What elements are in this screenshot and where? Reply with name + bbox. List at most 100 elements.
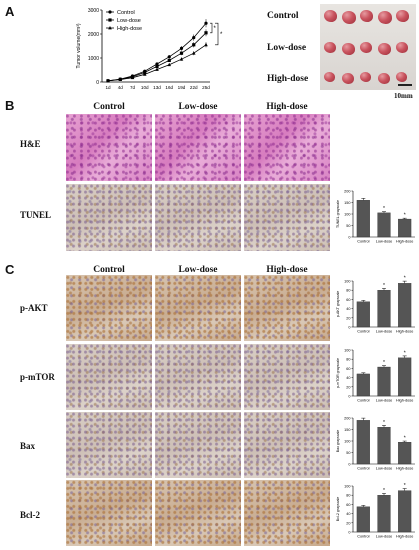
growth-legend-label: Control — [117, 10, 135, 16]
bar-y-axis-title: Bax grayscale — [336, 430, 340, 453]
tumor-specimen — [396, 42, 408, 53]
p-mtor-bar-chart: 0 20 40 60 80 100 p-mTOR grayscale Control * Low-… — [336, 349, 415, 403]
growth-point — [192, 43, 196, 47]
bar-category-label: Low-dose — [376, 535, 392, 539]
bar — [398, 490, 412, 533]
growth-point — [167, 62, 172, 67]
tumor-photo-panel: Control Low-dose High-dose 10mm — [262, 4, 418, 102]
bar-y-axis-title: p-AKT grayscale — [336, 291, 340, 318]
bar-category-label: Low-dose — [376, 399, 392, 403]
c-row-p-akt: p-AKT — [20, 303, 48, 313]
bar-y-tick-label: 20 — [346, 385, 350, 389]
bar-y-axis-title: p-mTOR grayscale — [336, 358, 340, 388]
tumor-specimen — [342, 73, 354, 84]
bar-category-label: Control — [357, 535, 369, 539]
tumor-specimen — [396, 10, 409, 22]
bar-y-tick-label: 0 — [348, 236, 350, 240]
bar-y-tick-label: 60 — [346, 503, 350, 507]
c-col-control: Control — [93, 265, 125, 275]
tumor-row-label-low-dose: Low-dose — [267, 43, 307, 53]
tumor-row-label-control: Control — [267, 11, 299, 21]
bar-significance-star: * — [383, 283, 385, 289]
growth-x-tick-label: 22d — [190, 85, 198, 90]
bax-bar-chart: 0 50 100 150 200 Bax grayscale Control * Low-dos… — [336, 417, 415, 471]
scale-bar-label: 10mm — [394, 92, 413, 100]
bar-y-tick-label: 100 — [344, 485, 350, 489]
bar-category-label: High-dose — [396, 330, 413, 334]
bar-y-tick-label: 100 — [344, 213, 350, 217]
p-akt-image-high-dose — [244, 275, 330, 341]
growth-y-tick-label: 1000 — [88, 56, 99, 62]
tumor-specimen — [342, 43, 355, 55]
bar-category-label: High-dose — [396, 535, 413, 539]
bar-y-tick-label: 150 — [344, 428, 350, 432]
growth-y-tick-label: 2000 — [88, 32, 99, 38]
growth-point — [204, 21, 208, 25]
bar-y-tick-label: 80 — [346, 289, 350, 293]
growth-point — [179, 46, 184, 51]
tunel-bar-chart: 0 50 100 150 200 TUNEL grayscale Control * Low-d… — [336, 190, 415, 244]
c-row-p-mtor: p-mTOR — [20, 372, 55, 382]
tumor-specimen — [360, 72, 371, 82]
tunel-image-control — [66, 184, 152, 251]
growth-legend-label: Low-dose — [117, 18, 141, 24]
p-akt-bar-chart: 0 20 40 60 80 100 p-AKT grayscale Control * Low-d… — [336, 276, 415, 334]
bar — [398, 283, 412, 328]
bar — [356, 301, 370, 328]
he-image-low-dose — [155, 114, 241, 181]
growth-legend-marker — [108, 18, 112, 22]
bar-category-label: High-dose — [396, 240, 413, 244]
b-col-control: Control — [93, 102, 125, 112]
bar-y-tick-label: 0 — [348, 531, 350, 535]
tumor-photograph — [320, 4, 416, 90]
growth-point — [118, 77, 123, 81]
bar-y-tick-label: 40 — [346, 376, 350, 380]
tumor-specimen — [342, 11, 356, 24]
growth-y-tick-label: 3000 — [88, 8, 99, 14]
p-akt-image-control — [66, 275, 152, 341]
bax-image-low-dose — [155, 412, 241, 478]
growth-point — [191, 51, 196, 55]
growth-y-tick-label: 0 — [96, 80, 99, 86]
bar — [398, 218, 412, 238]
bar-category-label: Low-dose — [376, 330, 392, 334]
bar — [377, 366, 391, 397]
tunel-image-high-dose — [244, 184, 330, 251]
growth-x-tick-label: 25d — [202, 85, 210, 90]
bar — [377, 290, 391, 328]
bar-y-tick-label: 40 — [346, 307, 350, 311]
bar — [398, 357, 412, 397]
bar-significance-star: * — [383, 420, 385, 426]
bar — [356, 373, 370, 397]
bar — [377, 212, 391, 238]
bcl-2-bar-chart: 0 20 40 60 80 100 Bcl-2 grayscale Control * Low-d… — [336, 483, 415, 539]
bar-y-tick-label: 200 — [344, 417, 350, 421]
b-col-low-dose: Low-dose — [178, 102, 218, 112]
bar — [377, 495, 391, 533]
growth-x-tick-label: 19d — [178, 85, 186, 90]
bar-category-label: High-dose — [396, 467, 413, 471]
bax-image-control — [66, 412, 152, 478]
bar-y-tick-label: 100 — [344, 440, 350, 444]
bar-significance-star: * — [404, 350, 406, 356]
tumor-growth-chart: 0 1000 2000 3000 1d 4d 7d 10d 13d 16d 19d 22d 25d Tum… — [76, 8, 223, 90]
growth-point — [155, 67, 159, 71]
tumor-specimen — [360, 42, 372, 53]
tumor-specimen — [324, 72, 335, 82]
bar-y-tick-label: 50 — [346, 224, 350, 228]
bar-significance-star: * — [404, 483, 406, 489]
b-row-he: H&E — [20, 139, 41, 149]
growth-legend-marker — [108, 26, 112, 30]
c-row-bcl-2: Bcl-2 — [20, 510, 40, 520]
tumor-row-label-high-dose: High-dose — [267, 74, 309, 84]
growth-point — [155, 64, 159, 68]
panel-label-a: A — [5, 4, 15, 19]
bar-category-label: Control — [357, 330, 369, 334]
c-col-high-dose: High-dose — [266, 265, 308, 275]
bcl-2-image-low-dose — [155, 480, 241, 546]
growth-point — [142, 72, 147, 76]
bar-y-tick-label: 40 — [346, 512, 350, 516]
bar-category-label: Control — [357, 399, 369, 403]
growth-point — [167, 55, 171, 59]
growth-legend-label: High-dose — [117, 26, 142, 32]
